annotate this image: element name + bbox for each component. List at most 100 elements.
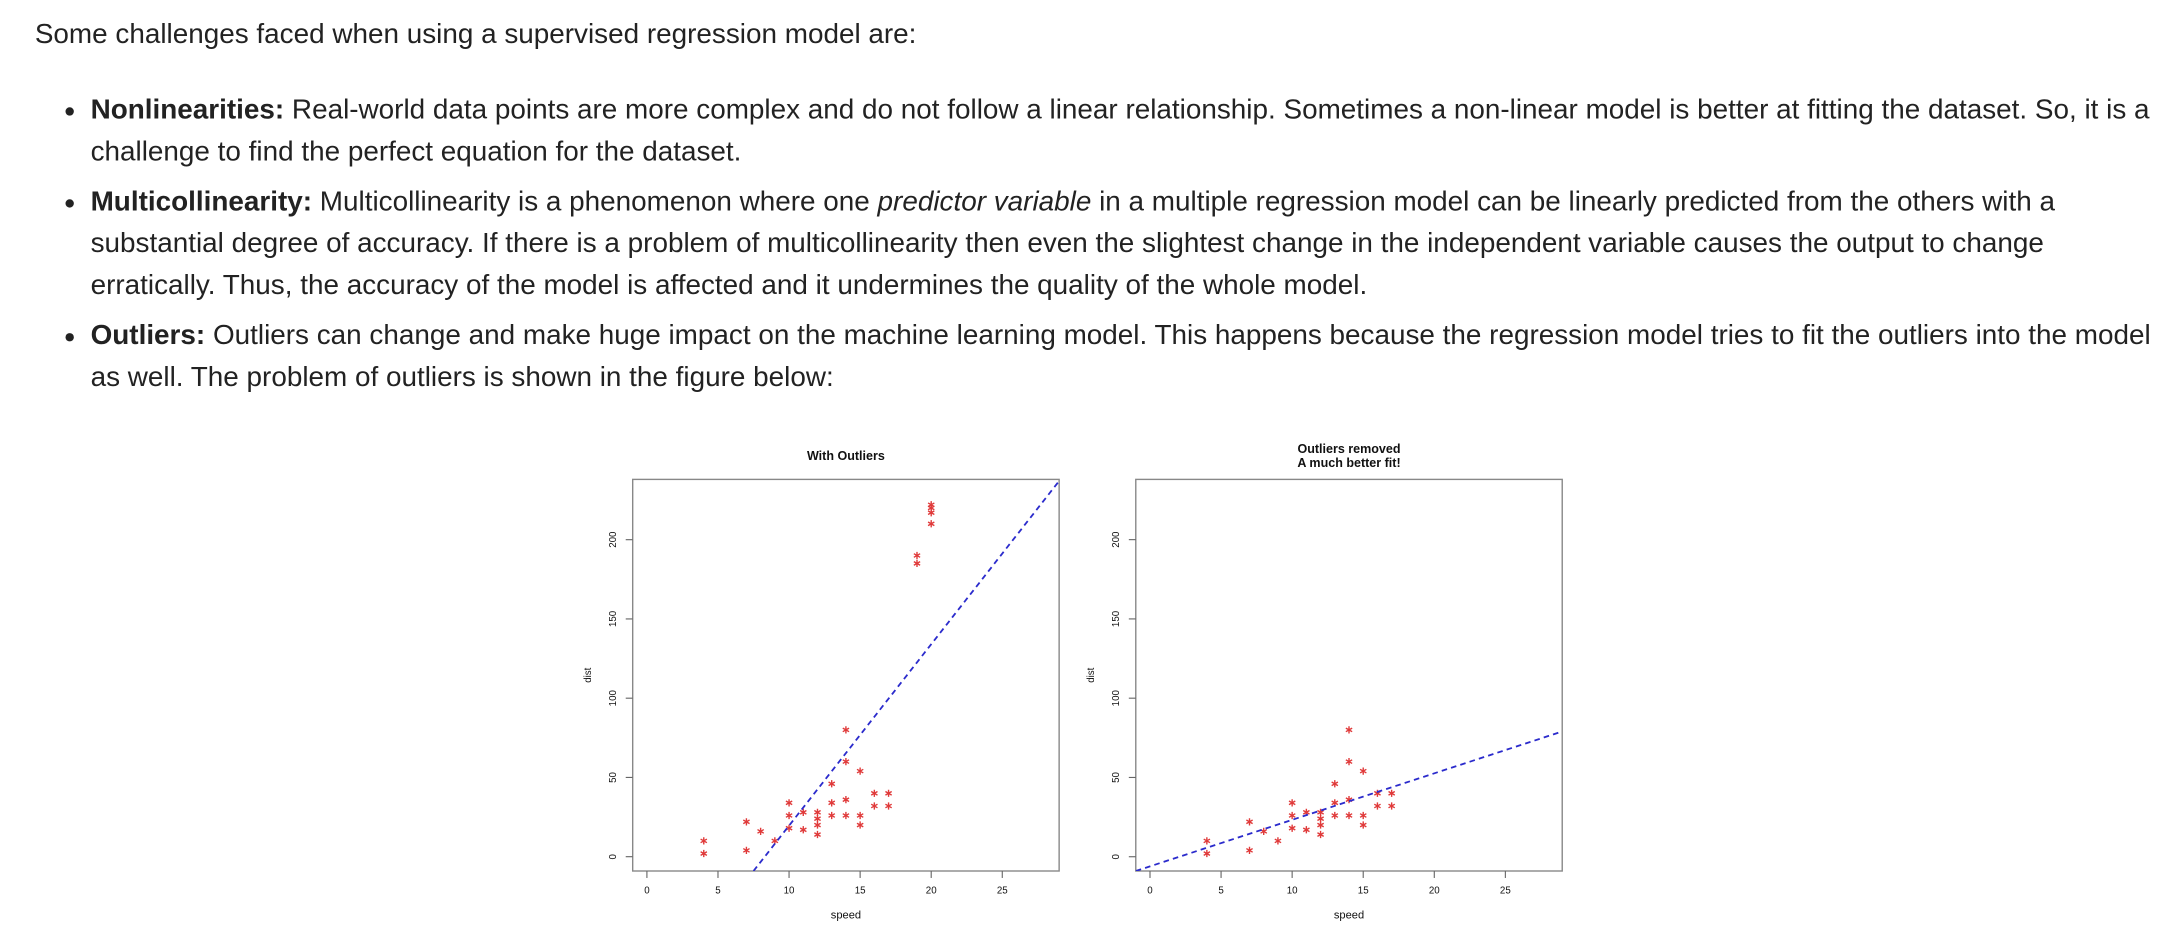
y-tick-label: 0: [1111, 853, 1122, 859]
y-tick-label: 150: [608, 610, 619, 627]
plot-frame: [631, 478, 1060, 872]
data-point: [771, 837, 779, 845]
data-point: [1288, 824, 1296, 832]
term: Nonlinearities:: [90, 94, 285, 126]
intro-text: Some challenges faced when using a super…: [34, 19, 917, 51]
data-point: [870, 789, 878, 797]
data-point: [913, 551, 921, 560]
data-point: [842, 757, 850, 766]
data-point: [842, 796, 850, 804]
data-point: [700, 837, 708, 845]
chart-title: A much better fit!: [1297, 456, 1400, 470]
y-tick-label: 50: [1111, 771, 1122, 782]
y-tick-label: 100: [1111, 689, 1122, 706]
y-tick-label: 50: [608, 771, 619, 782]
data-point: [785, 811, 793, 820]
data-point: [856, 811, 864, 820]
data-point: [842, 811, 850, 820]
y-tick-label: 150: [1111, 610, 1122, 627]
data-point: [813, 808, 821, 816]
data-point: [1345, 811, 1353, 820]
fit-line: [1135, 730, 1563, 871]
list-item: Outliers: Outliers can change and make h…: [91, 315, 2167, 399]
item-text: Multicollinearity is a phenomenon where …: [319, 186, 878, 218]
data-point: [927, 501, 935, 509]
data-point: [757, 827, 765, 835]
data-point: [856, 767, 864, 775]
x-tick-label: 25: [1500, 885, 1511, 896]
chart-title: With Outliers: [807, 449, 885, 463]
data-point: [813, 815, 821, 823]
data-point: [799, 808, 807, 816]
term: Outliers:: [90, 320, 206, 352]
data-point: [1288, 799, 1296, 807]
data-point: [1331, 811, 1339, 820]
plot-frame: [1135, 478, 1563, 872]
data-point: [1288, 811, 1296, 820]
x-tick-label: 5: [1218, 885, 1224, 896]
data-point: [1246, 846, 1253, 855]
data-point: [1345, 726, 1353, 734]
data-point: [1203, 837, 1211, 845]
data-point: [1203, 849, 1211, 858]
x-tick-label: 20: [1429, 885, 1440, 896]
data-point: [1388, 789, 1396, 797]
list-item: Nonlinearities: Real-world data points a…: [91, 89, 2167, 173]
data-point: [742, 846, 750, 855]
chart-title: Outliers removed: [1297, 442, 1400, 456]
item-emphasis: predictor variable: [877, 186, 1092, 218]
data-point: [870, 802, 878, 810]
term: Multicollinearity:: [90, 186, 313, 218]
item-text: Outliers can change and make huge impact…: [90, 320, 2151, 393]
x-tick-label: 0: [644, 885, 650, 896]
data-point: [828, 799, 836, 807]
y-tick-label: 0: [608, 853, 619, 859]
data-point: [828, 780, 836, 788]
data-point: [785, 799, 793, 807]
data-point: [1331, 780, 1339, 788]
x-tick-label: 5: [715, 885, 721, 896]
data-point: [1345, 757, 1353, 766]
fit-line: [752, 480, 1060, 871]
data-point: [700, 849, 708, 858]
data-point: [885, 802, 893, 810]
x-axis-label: speed: [1334, 909, 1364, 921]
data-point: [799, 826, 807, 834]
list-item: Multicollinearity: Multicollinearity is …: [91, 181, 2167, 306]
data-point: [828, 811, 836, 820]
x-tick-label: 15: [1358, 885, 1369, 896]
y-tick-label: 200: [1111, 531, 1122, 548]
data-point: [1274, 837, 1282, 845]
data-point: [885, 789, 893, 797]
data-point: [1359, 767, 1367, 775]
data-point: [813, 830, 821, 839]
data-point: [1317, 830, 1325, 839]
x-tick-label: 10: [1287, 885, 1298, 896]
y-axis-label: dist: [583, 667, 594, 682]
data-point: [1388, 802, 1396, 810]
item-text: in a multiple regression model can be li…: [90, 186, 2055, 302]
item-text: Real-world data points are more complex …: [90, 94, 2150, 168]
data-point: [856, 821, 864, 829]
data-point: [1317, 815, 1325, 823]
data-point: [1359, 821, 1367, 829]
x-tick-label: 20: [926, 885, 937, 896]
data-point: [813, 821, 821, 829]
data-point: [1302, 826, 1310, 834]
data-point: [1317, 821, 1325, 829]
x-tick-label: 15: [855, 885, 866, 896]
y-tick-label: 100: [608, 689, 619, 706]
data-point: [1246, 818, 1253, 826]
challenge-list: Nonlinearities: Real-world data points a…: [56, 89, 2167, 407]
data-point: [1359, 811, 1367, 820]
y-tick-label: 200: [608, 531, 619, 548]
x-axis-label: speed: [831, 909, 861, 921]
data-point: [913, 559, 921, 568]
data-point: [927, 520, 935, 528]
data-point: [1317, 808, 1325, 816]
x-tick-label: 10: [784, 885, 795, 896]
x-tick-label: 25: [997, 885, 1008, 896]
data-point: [842, 726, 850, 734]
